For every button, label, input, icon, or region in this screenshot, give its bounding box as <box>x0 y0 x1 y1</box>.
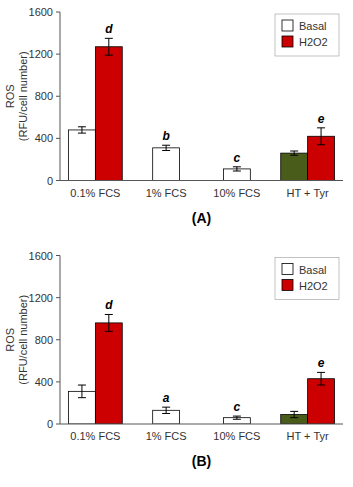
letter-label: c <box>234 400 241 414</box>
error-bar <box>105 314 113 331</box>
bars <box>68 38 334 180</box>
bar <box>95 47 122 181</box>
x-tick-label: HT + Tyr <box>287 187 329 199</box>
y-tick <box>56 381 60 382</box>
error-bar <box>78 385 86 398</box>
panel-label: (B) <box>192 453 211 469</box>
y-tick-label: 400 <box>35 132 53 144</box>
y-tick-label: 1200 <box>29 292 53 304</box>
y-tick-label: 0 <box>47 175 53 187</box>
legend-label: H2O2 <box>299 280 328 292</box>
y-tick-label: 0 <box>47 418 53 430</box>
error-bar <box>162 407 170 413</box>
letter-label: a <box>163 391 170 405</box>
bar <box>153 148 180 181</box>
letter-label: d <box>105 22 113 36</box>
bar <box>281 153 308 180</box>
x-axis <box>60 180 343 181</box>
error-bar <box>233 416 241 419</box>
x-tick-label: 10% FCS <box>213 187 260 199</box>
letter-label: c <box>234 151 241 165</box>
y-tick <box>56 255 60 256</box>
legend-label: Basal <box>299 20 327 32</box>
figure: 0 400 800 1200 1600 d b c e 0.1% FCS 1% FCS 10% FCS… <box>0 0 353 487</box>
legend-swatch <box>282 280 293 291</box>
y-tick-label: 400 <box>35 376 53 388</box>
y-tick-label: 800 <box>35 334 53 346</box>
panel: 0 400 800 1200 1600 d a c e 0.1% FCS 1% FCS 10% FCS… <box>4 250 343 470</box>
y-axis-label-line: (RFU/cell number) <box>17 51 29 141</box>
y-tick <box>56 297 60 298</box>
bar <box>95 323 122 424</box>
x-axis <box>60 424 343 425</box>
letter-labels: d a c e <box>105 298 325 414</box>
error-bar <box>290 151 298 155</box>
y-axis-label-line: ROS <box>4 328 16 352</box>
legend-swatch <box>282 264 293 275</box>
x-tick-label: HT + Tyr <box>287 430 329 442</box>
y-tick <box>56 339 60 340</box>
y-tick <box>56 54 60 55</box>
x-tick-label: 1% FCS <box>146 187 187 199</box>
panel-label: (A) <box>192 210 211 226</box>
bar <box>68 130 95 181</box>
y-tick-label: 1600 <box>29 6 53 18</box>
y-tick-label: 1200 <box>29 48 53 60</box>
y-tick <box>56 96 60 97</box>
x-tick-label: 1% FCS <box>146 430 187 442</box>
error-bar <box>162 145 170 150</box>
y-tick-label: 1600 <box>29 250 53 262</box>
y-tick <box>56 424 60 425</box>
legend-label: Basal <box>299 264 327 276</box>
x-tick-label: 0.1% FCS <box>70 430 120 442</box>
bars <box>68 314 334 424</box>
panel: 0 400 800 1200 1600 d b c e 0.1% FCS 1% FCS 10% FCS… <box>4 6 343 226</box>
legend-label: H2O2 <box>299 36 328 48</box>
legend-box <box>275 14 339 56</box>
x-tick-label: 0.1% FCS <box>70 187 120 199</box>
letter-label: e <box>318 356 325 370</box>
error-bar <box>78 127 86 133</box>
y-axis <box>60 256 61 425</box>
y-tick <box>56 138 60 139</box>
y-axis-label-line: ROS <box>4 84 16 108</box>
legend-box <box>275 258 339 300</box>
letter-labels: d b c e <box>105 22 325 164</box>
y-tick <box>56 12 60 13</box>
error-bar <box>317 128 325 145</box>
y-tick-label: 800 <box>35 90 53 102</box>
letter-label: e <box>318 112 325 126</box>
letter-label: d <box>105 298 113 312</box>
y-axis-label: ROS(RFU/cell number) <box>4 51 29 141</box>
x-tick-label: 10% FCS <box>213 430 260 442</box>
error-bar <box>290 411 298 417</box>
error-bar <box>105 38 113 55</box>
legend-swatch <box>282 20 293 31</box>
letter-label: b <box>162 129 169 143</box>
legend: Basal H2O2 <box>275 258 339 300</box>
y-axis <box>60 12 61 181</box>
error-bar <box>233 167 241 171</box>
y-axis-label: ROS(RFU/cell number) <box>4 295 29 385</box>
y-tick <box>56 180 60 181</box>
error-bar <box>317 372 325 385</box>
legend: Basal H2O2 <box>275 14 339 56</box>
y-axis-label-line: (RFU/cell number) <box>17 295 29 385</box>
legend-swatch <box>282 36 293 47</box>
